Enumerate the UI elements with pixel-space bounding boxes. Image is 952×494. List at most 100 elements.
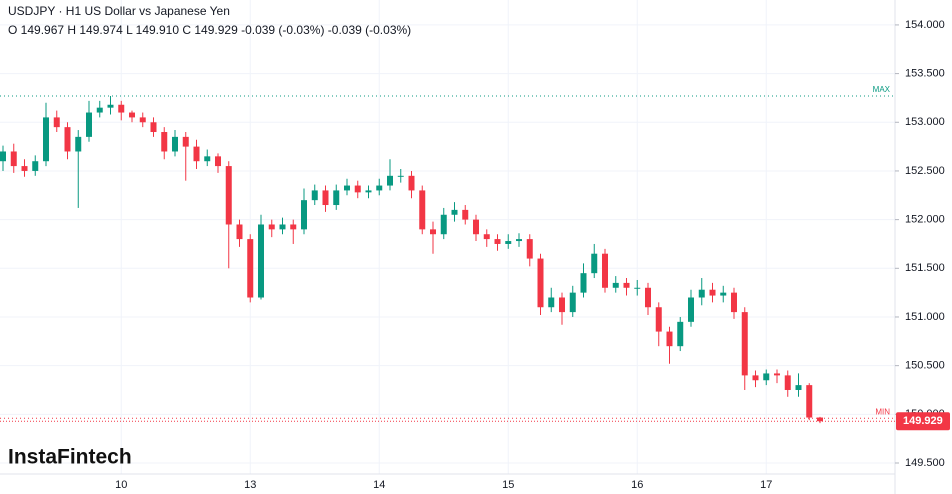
x-tick-label: 16 — [631, 479, 643, 491]
candle-body — [559, 297, 565, 313]
candle-body — [247, 239, 254, 298]
last-price-label: 149.929 — [903, 415, 943, 427]
y-tick-label: 153.000 — [905, 116, 945, 128]
candle-body — [139, 117, 146, 123]
y-tick-label: 154.000 — [905, 19, 945, 31]
candle-body — [43, 117, 49, 162]
candle-body — [290, 224, 297, 230]
candle-body — [473, 219, 479, 235]
candle-body — [774, 373, 780, 376]
y-tick-label: 152.000 — [905, 214, 945, 226]
candle-body — [537, 258, 544, 308]
candle-body — [731, 292, 737, 313]
max-line-label: MAX — [873, 85, 891, 94]
candle-body — [32, 161, 39, 171]
candle-body — [333, 190, 340, 206]
candle-body — [655, 307, 662, 332]
candle-body — [150, 122, 157, 133]
y-tick-label: 153.500 — [905, 68, 945, 80]
candle-body — [344, 185, 350, 191]
min-line-label: MIN — [875, 407, 890, 416]
candle-body — [483, 234, 490, 240]
y-tick-label: 152.500 — [905, 165, 945, 177]
candle-body — [10, 151, 17, 167]
candle-body — [451, 209, 458, 215]
candle-body — [397, 175, 404, 177]
candle-body — [225, 166, 232, 225]
y-tick-label: 151.000 — [905, 311, 945, 323]
candle-body — [516, 239, 522, 242]
candle-body — [0, 151, 6, 162]
candle-body — [387, 175, 393, 186]
ohlc-legend: O 149.967 H 149.974 L 149.910 C 149.929 … — [8, 23, 411, 37]
candle-body — [602, 253, 608, 288]
x-tick-label: 14 — [373, 479, 385, 491]
candle-body — [193, 146, 200, 162]
x-tick-label: 17 — [760, 479, 772, 491]
candle-body — [172, 136, 178, 152]
candle-body — [677, 321, 684, 347]
candle-body — [53, 117, 60, 128]
candle-body — [634, 287, 641, 289]
candle-body — [204, 156, 211, 162]
candle-body — [623, 282, 630, 288]
candle-body — [763, 373, 770, 381]
candle-body — [688, 297, 694, 322]
candle-body — [795, 385, 802, 390]
candle-body — [709, 289, 716, 296]
candle-body — [21, 166, 28, 171]
candle-body — [419, 190, 426, 230]
candle-body — [817, 417, 823, 422]
candle-body — [806, 385, 813, 418]
candle-body — [526, 239, 533, 259]
candle-body — [64, 127, 71, 152]
y-tick-label: 151.500 — [905, 262, 945, 274]
candle-body — [182, 136, 189, 147]
y-tick-label: 150.500 — [905, 360, 945, 372]
candle-body — [784, 375, 791, 390]
candles — [0, 95, 823, 424]
candle-body — [107, 104, 114, 108]
last-price-badge — [896, 412, 950, 431]
candle-body — [698, 289, 705, 298]
x-tick-label: 15 — [502, 479, 514, 491]
candle-body — [268, 224, 275, 230]
candle-body — [279, 224, 286, 230]
watermark: InstaFintech — [8, 446, 132, 469]
candle-body — [96, 107, 103, 113]
candle-body — [365, 190, 372, 193]
candle-body — [354, 185, 361, 193]
candle-body — [215, 156, 221, 167]
candle-body — [129, 112, 135, 118]
y-tick-label: 149.500 — [905, 457, 945, 469]
candle-body — [462, 209, 469, 220]
candle-body — [612, 282, 619, 288]
candle-body — [322, 190, 329, 206]
candle-body — [494, 239, 501, 244]
candle-body — [580, 273, 587, 293]
candle-body — [408, 175, 415, 191]
candle-body — [741, 312, 748, 376]
candle-body — [752, 375, 759, 381]
x-tick-label: 10 — [115, 479, 127, 491]
candle-body — [236, 224, 243, 240]
candle-body — [591, 253, 598, 274]
candle-body — [548, 297, 555, 308]
candle-body — [258, 224, 264, 298]
candle-body — [505, 241, 512, 244]
candle-body — [118, 104, 125, 113]
candle-body — [430, 229, 436, 235]
chart-title: USDJPY · H1 US Dollar vs Japanese Yen — [8, 4, 230, 18]
candle-body — [161, 132, 168, 152]
candle-body — [569, 292, 576, 313]
candle-body — [75, 136, 82, 152]
candle-body — [86, 112, 92, 137]
candle-body — [311, 190, 318, 201]
candle-body — [720, 292, 727, 296]
candle-body — [376, 185, 383, 191]
candle-body — [440, 214, 447, 235]
candle-body — [666, 331, 673, 347]
x-tick-label: 13 — [244, 479, 256, 491]
grid — [0, 0, 895, 474]
